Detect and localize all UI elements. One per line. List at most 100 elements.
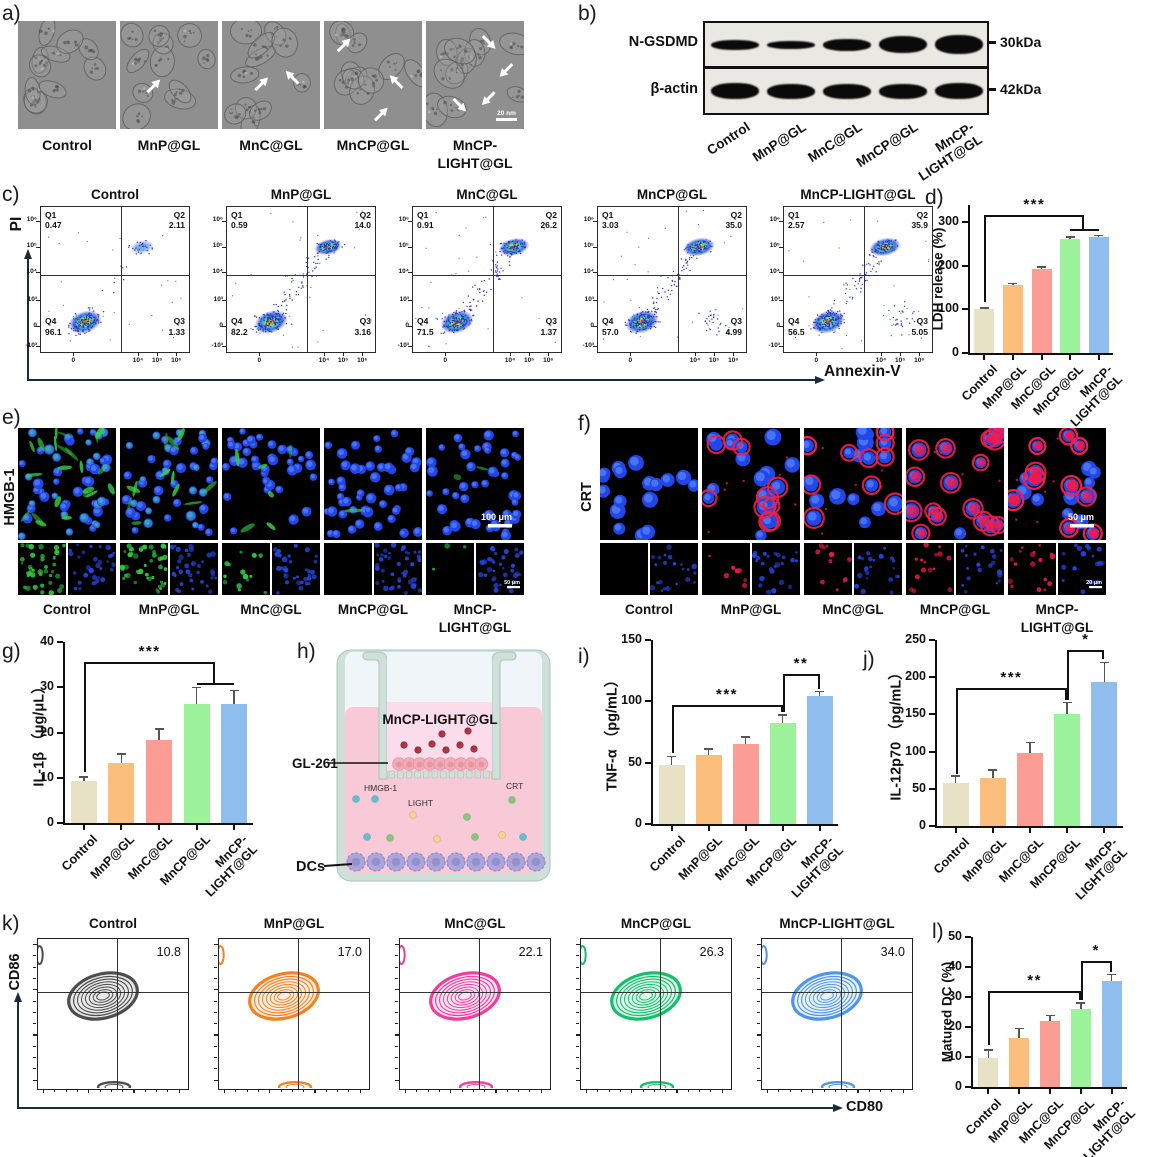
quadrant-line-h xyxy=(41,275,189,277)
y-axis-tick xyxy=(222,220,226,223)
annotation-arrow xyxy=(481,35,496,49)
x-axis-tick xyxy=(670,826,673,831)
panel-e-tag: e) xyxy=(2,406,21,429)
bar xyxy=(658,765,685,824)
crosshair-h xyxy=(581,991,731,993)
quadrant-line-h xyxy=(598,275,746,277)
scale-bar xyxy=(496,118,517,121)
annotation-arrow xyxy=(481,91,496,106)
x-axis-tick xyxy=(1011,355,1014,360)
sig-bracket-line xyxy=(984,214,1085,217)
y-axis-tick xyxy=(222,272,226,274)
quadrant-q2-label: Q2 xyxy=(730,210,742,220)
fluorescence-channel-tile xyxy=(1008,543,1056,595)
flow-plot: Q1 3.03 Q2 35.0 Q4 57.0 Q3 4.99 10⁶ 10⁵ 10⁴ 10³ 0 -10… xyxy=(582,206,747,364)
error-bar-line xyxy=(83,776,85,781)
y-tick-label: -10³ xyxy=(768,341,780,349)
mw-tick xyxy=(987,88,996,91)
quadrant-q3-value: 1.33 xyxy=(168,327,185,337)
quadrant-q1-value: 0.91 xyxy=(417,220,434,230)
sig-bracket-line xyxy=(955,688,1068,691)
error-bar-cap xyxy=(988,769,998,771)
group-label: Control xyxy=(43,602,91,617)
brightfield-image xyxy=(324,21,422,129)
bar xyxy=(978,1057,999,1087)
y-axis-tick xyxy=(576,944,580,946)
x-axis-tick xyxy=(857,1089,859,1093)
y-tick-label: 100 xyxy=(905,743,926,758)
x-axis-tick xyxy=(110,1089,112,1092)
channel-canvas: 20 μm xyxy=(1061,543,1105,595)
sig-label: * xyxy=(1092,942,1100,959)
crosshair-h xyxy=(219,991,369,993)
x-axis-tick xyxy=(1110,1089,1113,1094)
sig-bracket-drop xyxy=(1078,991,1081,1000)
error-bar-line xyxy=(1080,1003,1082,1009)
sig-arm-line xyxy=(196,682,235,685)
contour-plot: 34.0 xyxy=(757,938,913,1093)
y-tick-label: 10⁵ xyxy=(26,242,37,250)
quadrant-line-h xyxy=(227,275,375,277)
x-axis-tick xyxy=(710,1089,712,1092)
quadrant-q2-value: 14.0 xyxy=(354,220,371,230)
flow-plot: Q1 0.47 Q2 2.11 Q4 96.1 Q3 1.33 10⁶ 10⁵ 10⁴ 10³ 0 -10… xyxy=(25,206,190,364)
brightfield-canvas xyxy=(222,21,320,129)
y-axis-tick xyxy=(965,996,971,998)
crt-merge-image-canvas xyxy=(702,428,800,540)
x-axis-tick xyxy=(665,1089,667,1092)
error-bar-cap xyxy=(1014,1027,1024,1030)
fluorescence-channel-tile xyxy=(272,543,320,595)
y-tick-label: -10³ xyxy=(582,341,594,349)
error-bar-cap xyxy=(704,748,713,750)
group-label: Control xyxy=(42,137,92,153)
x-tick-label: 10⁵ xyxy=(337,357,349,364)
panel-k-tag: k) xyxy=(2,912,20,935)
y-axis-tick xyxy=(395,1079,399,1081)
quadrant-q3-value: 1.37 xyxy=(540,327,557,337)
error-bar-cap xyxy=(1094,234,1104,237)
quadrant-line-v xyxy=(306,207,308,352)
hmgb1-merge-image-canvas xyxy=(121,428,218,537)
y-axis-tick xyxy=(965,936,971,938)
fluorescence-channel-tile: 50 μm xyxy=(476,543,524,595)
brightfield-image xyxy=(18,21,116,129)
x-axis xyxy=(935,826,1123,828)
channel-canvas xyxy=(222,550,268,595)
y-tick-label: 30 xyxy=(40,679,54,694)
group-label: MnCP- LIGHT@GL xyxy=(437,137,513,172)
fluorescence-channel-tile xyxy=(120,543,168,595)
y-axis-tick xyxy=(645,700,651,703)
y-axis-tick xyxy=(222,300,226,302)
y-tick-label: 150 xyxy=(621,632,642,646)
y-tick-label: 10⁶ xyxy=(583,216,594,224)
y-tick-label: 10⁶ xyxy=(398,216,409,224)
quadrant-q4-value: 57.0 xyxy=(602,327,619,337)
y-axis-tick xyxy=(395,1011,398,1013)
hmgb1-merge-image xyxy=(120,428,218,540)
contour-canvas xyxy=(762,945,863,1088)
fluorescence-channel-tile xyxy=(600,543,648,595)
contour-x-axis xyxy=(17,1107,833,1109)
panel-a-tag: a) xyxy=(2,2,21,25)
scale-bar-text: 20 nm xyxy=(497,110,516,117)
panel-l-bar-chart: l) 0 10 20 30 40 50 Matured DC (%) Control MnP@G… xyxy=(928,912,1150,1157)
y-tick-label: 40 xyxy=(948,959,962,973)
bar xyxy=(70,780,97,823)
y-axis-tick xyxy=(36,272,40,274)
y-tick-label: 0 xyxy=(952,345,959,359)
y-axis xyxy=(63,642,65,823)
crosshair-v xyxy=(116,939,118,1089)
blot-band xyxy=(767,40,815,49)
error-bar-line xyxy=(120,753,123,763)
panel-e-row-label: HMGB-1 xyxy=(2,468,18,526)
x-tick-label: 10⁵ xyxy=(151,357,163,364)
bar xyxy=(1031,268,1052,353)
y-axis-tick xyxy=(36,300,40,302)
sig-bracket-drop xyxy=(782,674,785,713)
y-axis-tick xyxy=(757,1057,760,1059)
x-axis-tick xyxy=(509,352,511,356)
sig-bracket-line xyxy=(671,705,783,707)
gate-value: 10.8 xyxy=(156,945,181,959)
channel-canvas xyxy=(120,543,168,594)
y-tick-label: 50 xyxy=(628,754,642,769)
